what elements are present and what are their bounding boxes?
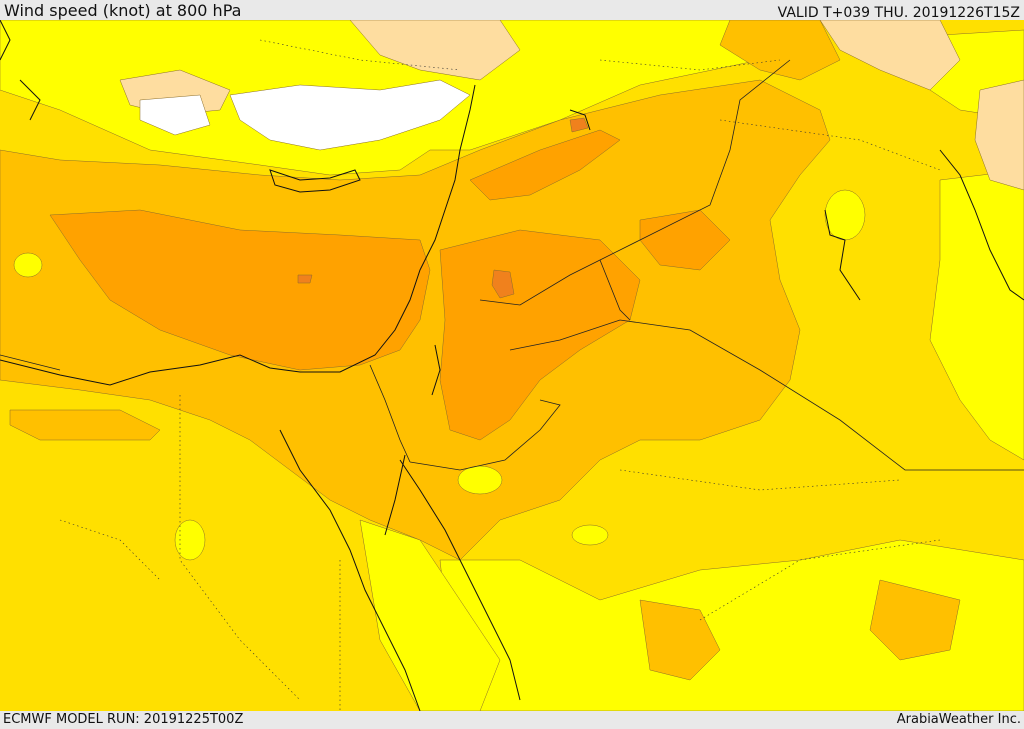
coastlines: [0, 20, 1024, 711]
field-pocket-4: [457, 465, 503, 495]
field-orange-syria-ridge: [469, 129, 621, 201]
brand-label: ArabiaWeather Inc.: [896, 712, 1021, 727]
field-dark-orange-spot-2: [491, 269, 515, 299]
province-borders: [59, 39, 941, 711]
field-dark-orange-spot-3: [569, 117, 589, 133]
wind-speed-map: [0, 20, 1024, 711]
field-pocket-2: [824, 189, 866, 241]
field-peach-north: [349, 20, 521, 81]
field-pocket-5: [174, 519, 206, 561]
field-amber-ne: [719, 20, 841, 81]
field-orange-levant: [439, 229, 641, 441]
country-borders: [0, 59, 1024, 471]
field-pocket-1: [13, 252, 43, 278]
valid-time: VALID T+039 THU. 20191226T15Z: [777, 5, 1020, 21]
field-calm-white-cyprus-north: [229, 79, 471, 151]
field-orange-east-med: [49, 209, 431, 371]
map-title: Wind speed (knot) at 800 hPa: [4, 1, 242, 20]
map-header: Wind speed (knot) at 800 hPa VALID T+039…: [0, 0, 1024, 21]
field-peach-ne: [819, 20, 961, 91]
field-calm-white-aegean: [139, 94, 211, 136]
field-dark-orange-spot-1: [297, 274, 313, 284]
model-run-label: ECMWF MODEL RUN: 20191225T00Z: [3, 712, 244, 727]
field-amber-west-strip: [9, 409, 161, 441]
field-peach-far-east: [974, 79, 1024, 191]
field-bright-yellow-redsea: [359, 519, 501, 711]
field-amber-south-east: [869, 579, 961, 661]
map-footer: ECMWF MODEL RUN: 20191225T00Z ArabiaWeat…: [0, 711, 1024, 729]
field-pocket-3: [571, 524, 609, 546]
field-bright-yellow-east: [929, 169, 1024, 461]
